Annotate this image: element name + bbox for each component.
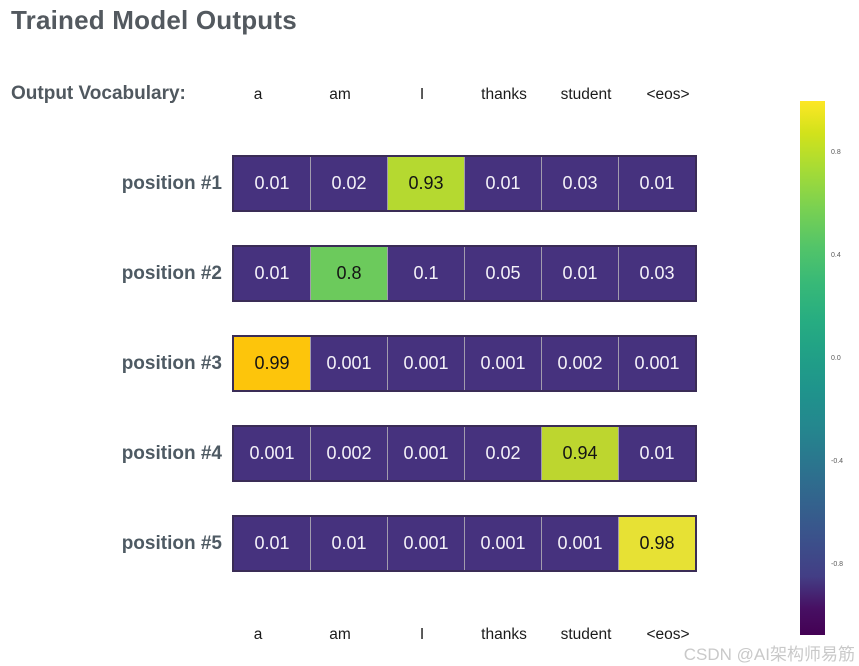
heatmap-cell: 0.03 xyxy=(541,157,618,210)
heatmap-cell: 0.98 xyxy=(618,517,695,570)
heatmap-cell: 0.01 xyxy=(234,157,310,210)
heatmap-cell: 0.001 xyxy=(387,337,464,390)
row-label: position #1 xyxy=(121,172,222,194)
heatmap-cell: 0.99 xyxy=(234,337,310,390)
output-vocabulary-label: Output Vocabulary: xyxy=(11,83,186,104)
heatmap-cell: 0.001 xyxy=(464,517,541,570)
heatmap-cell: 0.01 xyxy=(310,517,387,570)
row-label: position #5 xyxy=(121,532,222,554)
heatmap-cell: 0.01 xyxy=(234,517,310,570)
heatmap-cell: 0.001 xyxy=(387,517,464,570)
heatmap-cell: 0.001 xyxy=(618,337,695,390)
heatmap-row: position #1 0.01 0.02 0.93 0.01 0.03 0.01 xyxy=(0,155,859,212)
heatmap-row: position #5 0.01 0.01 0.001 0.001 0.001 0.98 xyxy=(0,515,859,572)
vocab-label: <eos> xyxy=(646,626,690,643)
heatmap-cell: 0.03 xyxy=(618,247,695,300)
vocab-label: a xyxy=(253,86,263,103)
heatmap-cell: 0.001 xyxy=(310,337,387,390)
heatmap-cell: 0.01 xyxy=(618,427,695,480)
heatmap-cell: 0.002 xyxy=(541,337,618,390)
heatmap-cell: 0.93 xyxy=(387,157,464,210)
heatmap-cell: 0.01 xyxy=(234,247,310,300)
vocab-label: thanks xyxy=(481,86,527,103)
watermark: CSDN @AI架构师易筋 xyxy=(683,645,855,664)
row-label: position #2 xyxy=(121,262,222,284)
heatmap-cell: 0.01 xyxy=(541,247,618,300)
heatmap-cell: 0.8 xyxy=(310,247,387,300)
colorbar-tick-label: 0.0 xyxy=(831,355,841,362)
row-label: position #3 xyxy=(121,352,222,374)
vocab-label: student xyxy=(560,86,612,103)
heatmap-cell: 0.001 xyxy=(387,427,464,480)
vocab-label: am xyxy=(329,86,351,103)
heatmap-row: position #3 0.99 0.001 0.001 0.001 0.002 0.001 xyxy=(0,335,859,392)
heatmap-cell: 0.001 xyxy=(541,517,618,570)
vocab-label: thanks xyxy=(481,626,527,643)
heatmap-cell: 0.01 xyxy=(618,157,695,210)
vocab-label: I xyxy=(419,86,425,103)
colorbar-tick-label: 0.4 xyxy=(831,252,841,259)
heatmap-cell: 0.94 xyxy=(541,427,618,480)
vocab-label: student xyxy=(560,626,612,643)
heatmap-cell: 0.05 xyxy=(464,247,541,300)
colorbar-gradient xyxy=(800,101,825,635)
heatmap-cell: 0.001 xyxy=(234,427,310,480)
vocab-label: am xyxy=(329,626,351,643)
colorbar-tick-label: -0.8 xyxy=(831,561,844,568)
vocab-label: <eos> xyxy=(646,86,690,103)
heatmap-row: position #4 0.001 0.002 0.001 0.02 0.94 0.01 xyxy=(0,425,859,482)
heatmap-cell: 0.01 xyxy=(464,157,541,210)
heatmap-cell: 0.02 xyxy=(464,427,541,480)
colorbar-tick-label: 0.8 xyxy=(831,149,841,156)
page-title: Trained Model Outputs xyxy=(11,5,297,35)
row-label: position #4 xyxy=(121,442,222,464)
vocab-label: a xyxy=(253,626,263,643)
vocab-label: I xyxy=(419,626,425,643)
heatmap-cell: 0.002 xyxy=(310,427,387,480)
heatmap-cell: 0.02 xyxy=(310,157,387,210)
heatmap-cell: 0.1 xyxy=(387,247,464,300)
heatmap-cell: 0.001 xyxy=(464,337,541,390)
colorbar: 0.8 0.4 0.0 -0.4 -0.8 xyxy=(800,101,843,635)
heatmap-row: position #2 0.01 0.8 0.1 0.05 0.01 0.03 xyxy=(0,245,859,302)
colorbar-tick-label: -0.4 xyxy=(831,458,844,465)
